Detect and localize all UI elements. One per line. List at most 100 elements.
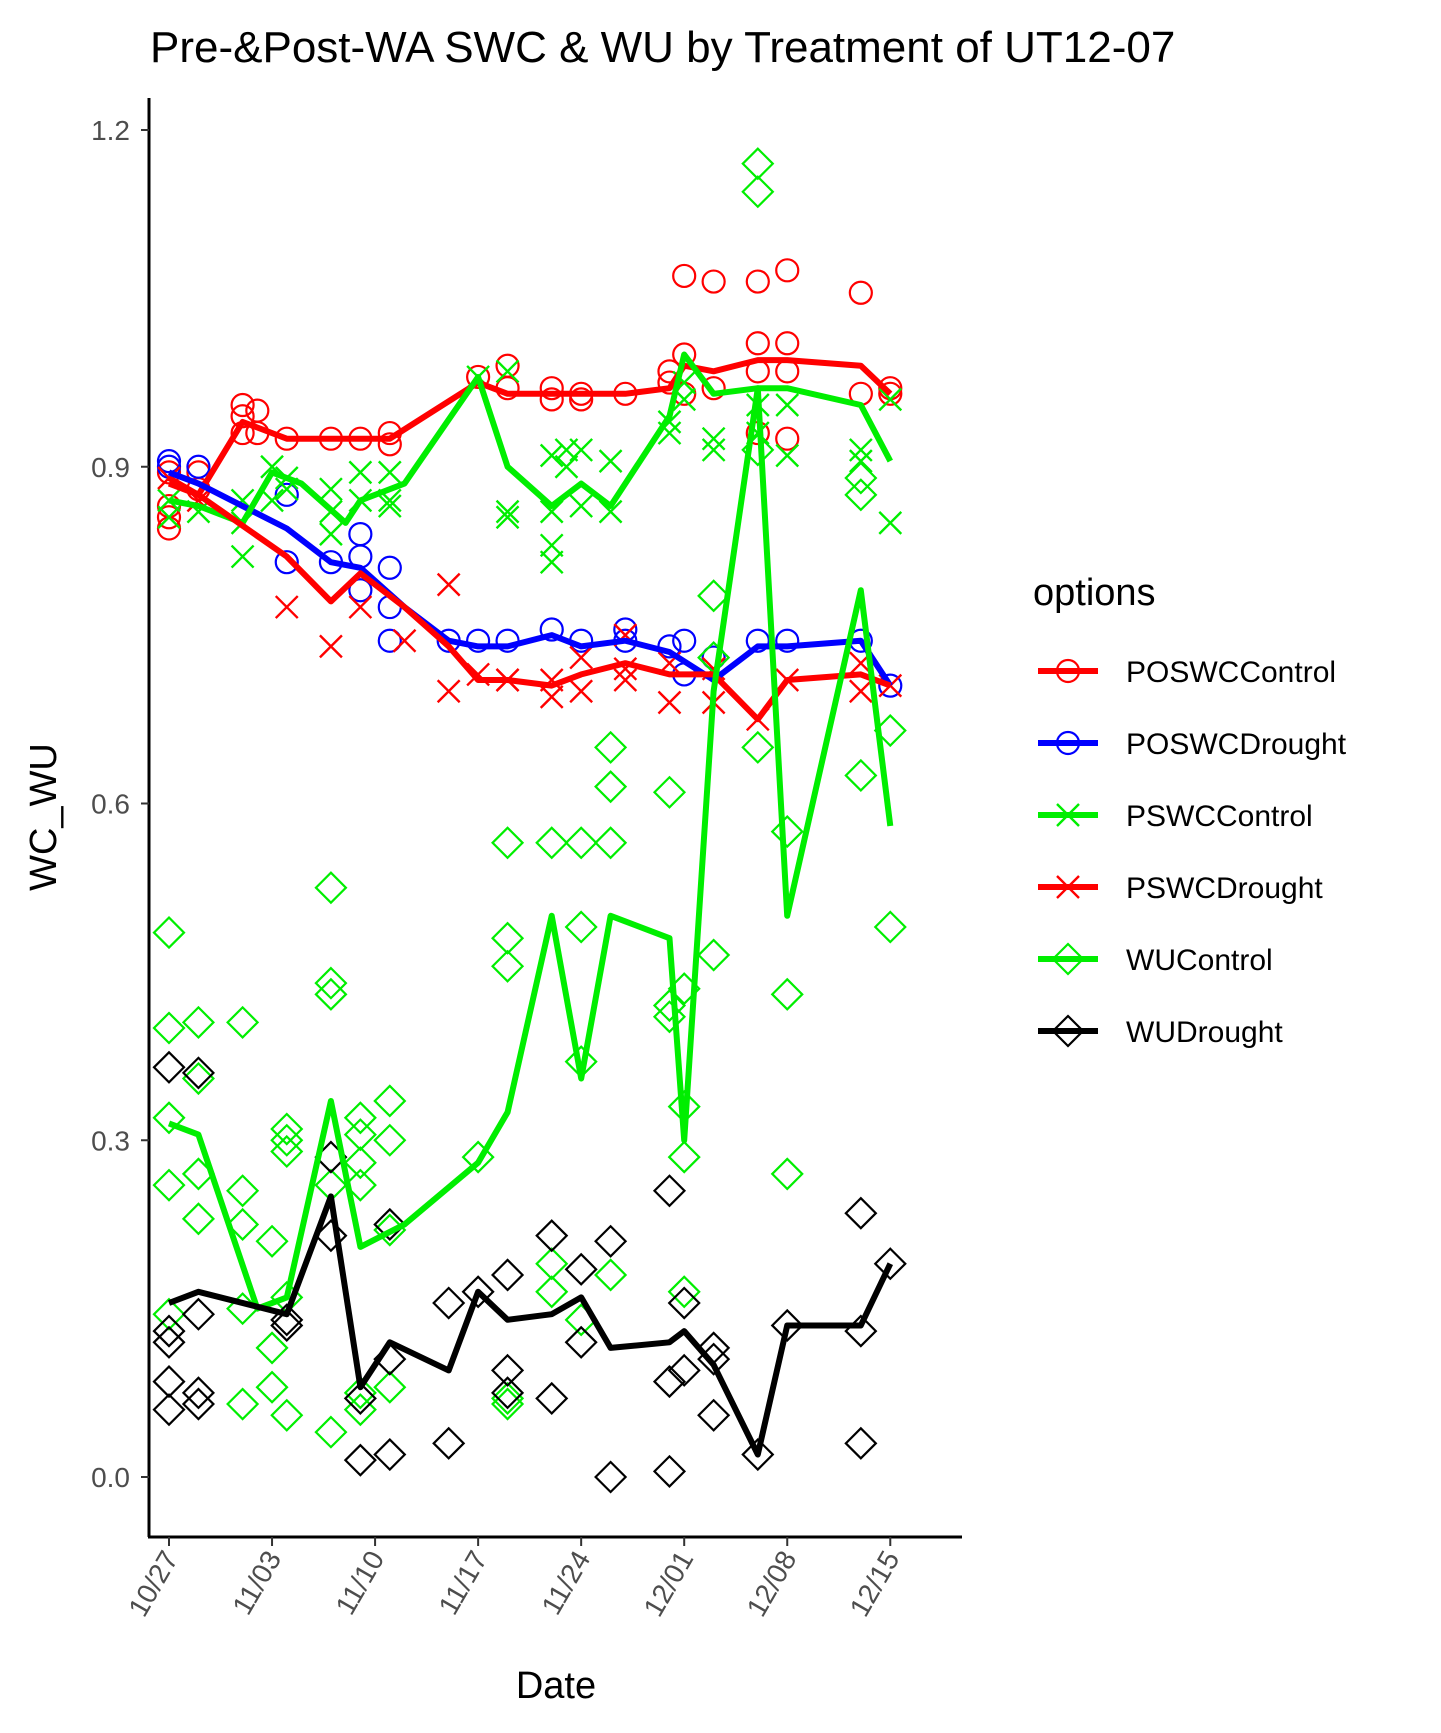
legend-label: POSWCControl bbox=[1126, 656, 1336, 689]
data-point bbox=[741, 1437, 775, 1472]
series-line-POSWCDrought bbox=[167, 469, 893, 688]
data-point bbox=[343, 1376, 377, 1410]
chart-title: Pre-&Post-WA SWC & WU by Treatment of UT… bbox=[150, 23, 1175, 72]
data-point bbox=[156, 449, 182, 474]
data-point bbox=[436, 572, 461, 597]
legend-item-PSWCDrought: PSWCDrought bbox=[1038, 872, 1323, 905]
data-point bbox=[697, 579, 731, 613]
data-point bbox=[377, 460, 402, 485]
data-point bbox=[181, 1202, 215, 1236]
data-point bbox=[495, 353, 520, 378]
data-point bbox=[613, 656, 638, 681]
data-point bbox=[775, 331, 800, 356]
data-point bbox=[491, 1381, 525, 1415]
data-point bbox=[775, 628, 800, 653]
data-point bbox=[432, 1286, 466, 1320]
data-point bbox=[461, 1140, 495, 1174]
data-point bbox=[569, 645, 594, 670]
axes bbox=[147, 98, 962, 1539]
data-point bbox=[432, 1426, 466, 1460]
data-point bbox=[152, 1101, 186, 1135]
x-tick-label: 11/10 bbox=[329, 1546, 390, 1620]
data-point bbox=[181, 1297, 215, 1331]
data-point bbox=[554, 454, 579, 479]
legend-label: WUDrought bbox=[1126, 1016, 1283, 1049]
data-point bbox=[373, 1370, 407, 1404]
data-point bbox=[569, 494, 594, 518]
data-point bbox=[844, 1196, 878, 1230]
data-point bbox=[878, 673, 903, 698]
data-point bbox=[491, 1353, 525, 1387]
data-point bbox=[539, 617, 564, 642]
data-point bbox=[844, 758, 878, 792]
plot-area bbox=[152, 147, 907, 1494]
data-point bbox=[594, 1224, 628, 1258]
data-point bbox=[701, 269, 726, 294]
data-point bbox=[539, 387, 564, 412]
data-point bbox=[152, 1168, 186, 1202]
data-point bbox=[270, 1308, 304, 1343]
data-point bbox=[377, 555, 402, 580]
data-point bbox=[848, 280, 873, 305]
data-point bbox=[226, 1387, 260, 1421]
data-point bbox=[260, 488, 284, 513]
data-point bbox=[436, 679, 461, 704]
data-point bbox=[745, 269, 770, 294]
data-point bbox=[274, 595, 299, 619]
data-point bbox=[564, 1325, 598, 1359]
x-tick-label: 11/24 bbox=[536, 1546, 597, 1620]
data-point bbox=[564, 1252, 598, 1286]
y-tick-label: 0.6 bbox=[91, 789, 130, 820]
legend-key-marker bbox=[1051, 942, 1085, 976]
legend-item-POSWCDrought: POSWCDrought bbox=[1038, 728, 1347, 761]
data-point bbox=[152, 1314, 186, 1348]
y-tick-label: 0.3 bbox=[91, 1125, 130, 1156]
data-point bbox=[270, 1303, 304, 1337]
y-tick-label: 0.9 bbox=[91, 452, 130, 483]
data-point bbox=[848, 679, 873, 704]
data-point bbox=[491, 921, 525, 955]
data-point bbox=[594, 770, 628, 804]
data-point bbox=[878, 381, 903, 406]
x-tick-label: 10/27 bbox=[122, 1546, 184, 1622]
legend-item-WUControl: WUControl bbox=[1038, 942, 1273, 977]
data-point bbox=[466, 628, 491, 653]
series-points-WUDrought bbox=[152, 1050, 907, 1494]
data-point bbox=[535, 1247, 569, 1281]
data-point bbox=[343, 1146, 377, 1180]
data-point bbox=[775, 393, 800, 417]
data-point bbox=[377, 494, 402, 518]
x-tick-label: 12/15 bbox=[844, 1546, 906, 1622]
legend-key-marker bbox=[1056, 875, 1080, 899]
x-tick-label: 12/01 bbox=[638, 1546, 700, 1622]
data-point bbox=[343, 1381, 377, 1415]
legend-key-marker bbox=[1055, 658, 1081, 684]
data-point bbox=[274, 482, 299, 507]
data-point bbox=[255, 1331, 289, 1365]
data-point bbox=[667, 1275, 701, 1309]
data-point bbox=[569, 387, 594, 412]
y-axis-title: WC_WU bbox=[23, 743, 65, 891]
data-point bbox=[701, 426, 726, 451]
data-point bbox=[270, 1112, 304, 1146]
series-line-POSWCControl bbox=[167, 357, 893, 498]
data-point bbox=[274, 550, 299, 575]
data-point bbox=[343, 1168, 377, 1202]
legend-item-PSWCControl: PSWCControl bbox=[1038, 800, 1313, 833]
data-point bbox=[491, 1258, 525, 1292]
data-point bbox=[491, 949, 525, 983]
data-point bbox=[314, 977, 348, 1011]
data-point bbox=[152, 1393, 186, 1427]
data-point bbox=[535, 1275, 569, 1309]
data-point bbox=[878, 511, 903, 535]
data-point bbox=[594, 730, 628, 764]
data-point bbox=[697, 938, 731, 972]
data-point bbox=[770, 815, 804, 849]
data-point bbox=[181, 1056, 215, 1090]
data-point bbox=[314, 1415, 348, 1449]
series-line-PSWCControl bbox=[168, 351, 893, 526]
data-point bbox=[539, 376, 564, 401]
data-point bbox=[152, 1297, 186, 1331]
data-point bbox=[844, 478, 878, 512]
data-point bbox=[652, 1454, 687, 1488]
